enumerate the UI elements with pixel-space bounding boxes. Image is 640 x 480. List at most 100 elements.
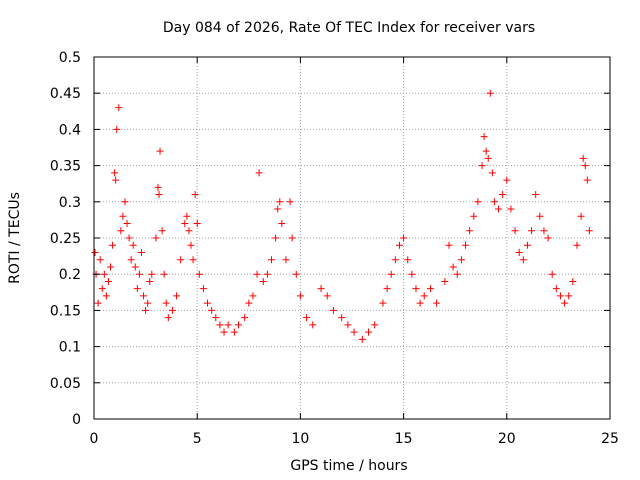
chart-title: Day 084 of 2026, Rate Of TEC Index for r… bbox=[163, 20, 535, 36]
data-point bbox=[536, 212, 544, 220]
data-point bbox=[416, 299, 424, 307]
data-point bbox=[507, 205, 515, 213]
data-point bbox=[102, 292, 110, 300]
data-point bbox=[216, 321, 224, 329]
data-point bbox=[168, 306, 176, 314]
y-axis-label: ROTI / TECUs bbox=[7, 192, 23, 284]
data-point bbox=[581, 162, 589, 170]
data-point bbox=[156, 147, 164, 155]
y-tick-label: 0.2 bbox=[59, 267, 81, 283]
data-point bbox=[338, 314, 346, 322]
x-tick-label: 5 bbox=[193, 431, 202, 447]
data-point bbox=[511, 227, 519, 235]
data-point bbox=[272, 234, 280, 242]
data-point bbox=[91, 248, 99, 256]
data-point bbox=[412, 285, 420, 293]
y-tick-label: 0.05 bbox=[50, 376, 81, 392]
data-point bbox=[158, 227, 166, 235]
data-point bbox=[317, 285, 325, 293]
data-point bbox=[107, 263, 115, 271]
data-point bbox=[379, 299, 387, 307]
data-point bbox=[482, 147, 490, 155]
data-point bbox=[148, 270, 156, 278]
data-point bbox=[556, 292, 564, 300]
data-point bbox=[137, 248, 145, 256]
data-point bbox=[565, 292, 573, 300]
data-point bbox=[164, 314, 172, 322]
data-point bbox=[109, 241, 117, 249]
data-point bbox=[195, 270, 203, 278]
data-point bbox=[129, 241, 137, 249]
data-point bbox=[470, 212, 478, 220]
data-points bbox=[91, 89, 593, 343]
data-point bbox=[474, 198, 482, 206]
data-point bbox=[199, 285, 207, 293]
data-point bbox=[395, 241, 403, 249]
data-point bbox=[561, 299, 569, 307]
data-point bbox=[426, 285, 434, 293]
data-point bbox=[268, 256, 276, 264]
data-point bbox=[181, 220, 189, 228]
data-point bbox=[177, 256, 185, 264]
data-point bbox=[490, 198, 498, 206]
axis-ticks bbox=[93, 56, 611, 420]
data-point bbox=[449, 263, 457, 271]
data-point bbox=[288, 234, 296, 242]
data-point bbox=[383, 285, 391, 293]
data-point bbox=[462, 241, 470, 249]
data-point bbox=[100, 270, 108, 278]
data-point bbox=[253, 270, 261, 278]
data-point bbox=[445, 241, 453, 249]
y-tick-label: 0.5 bbox=[59, 50, 81, 66]
data-point bbox=[365, 328, 373, 336]
y-tick-label: 0.35 bbox=[50, 159, 81, 175]
data-point bbox=[204, 299, 212, 307]
data-point bbox=[391, 256, 399, 264]
x-tick-labels: 0 5 10 15 20 25 bbox=[90, 431, 619, 447]
data-point bbox=[154, 183, 162, 191]
data-point bbox=[323, 292, 331, 300]
data-point bbox=[408, 270, 416, 278]
data-point bbox=[577, 212, 585, 220]
data-point bbox=[255, 169, 263, 177]
data-point bbox=[433, 299, 441, 307]
data-point bbox=[113, 125, 121, 133]
data-point bbox=[548, 270, 556, 278]
data-point bbox=[350, 328, 358, 336]
data-point bbox=[278, 220, 286, 228]
data-point bbox=[208, 306, 216, 314]
data-point bbox=[111, 169, 119, 177]
data-point bbox=[160, 270, 168, 278]
data-point bbox=[185, 227, 193, 235]
data-point bbox=[220, 328, 228, 336]
data-point bbox=[230, 328, 238, 336]
data-point bbox=[187, 241, 195, 249]
data-point bbox=[135, 270, 143, 278]
data-point bbox=[94, 299, 102, 307]
data-point bbox=[573, 241, 581, 249]
data-point bbox=[212, 314, 220, 322]
data-point bbox=[303, 314, 311, 322]
data-point bbox=[133, 285, 141, 293]
data-point bbox=[488, 169, 496, 177]
data-point bbox=[540, 227, 548, 235]
data-point bbox=[241, 314, 249, 322]
data-point bbox=[441, 277, 449, 285]
data-point bbox=[480, 133, 488, 141]
data-point bbox=[329, 306, 337, 314]
data-point bbox=[404, 256, 412, 264]
data-point bbox=[495, 205, 503, 213]
data-point bbox=[96, 256, 104, 264]
data-point bbox=[98, 285, 106, 293]
data-point bbox=[286, 198, 294, 206]
data-point bbox=[245, 299, 253, 307]
data-point bbox=[162, 299, 170, 307]
data-point bbox=[453, 270, 461, 278]
x-axis-label: GPS time / hours bbox=[290, 458, 407, 474]
x-tick-label: 15 bbox=[395, 431, 413, 447]
y-tick-label: 0.3 bbox=[59, 195, 81, 211]
y-tick-labels: 0 0.05 0.1 0.15 0.2 0.25 0.3 0.35 0.4 0.45 0.5 bbox=[50, 50, 81, 428]
data-point bbox=[274, 205, 282, 213]
data-point bbox=[569, 277, 577, 285]
